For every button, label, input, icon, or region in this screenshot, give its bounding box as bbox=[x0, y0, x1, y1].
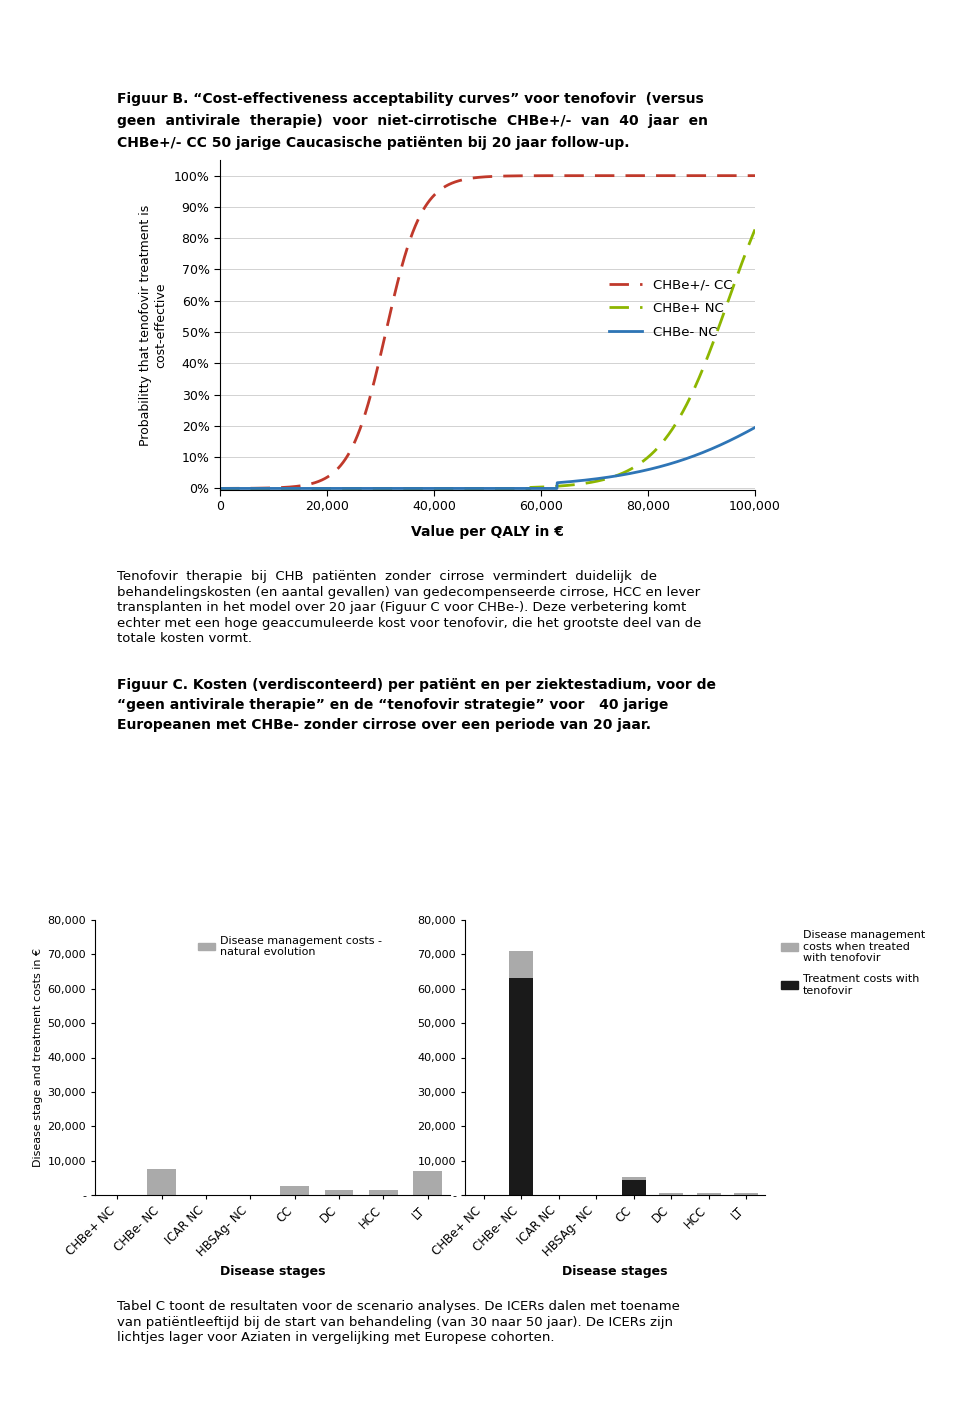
CHBe+ NC bbox=[749, 220, 760, 237]
Text: lichtjes lager voor Aziaten in vergelijking met Europese cohorten.: lichtjes lager voor Aziaten in vergelijk… bbox=[117, 1331, 555, 1344]
Text: behandelingskosten (en aantal gevallen) van gedecompenseerde cirrose, HCC en lev: behandelingskosten (en aantal gevallen) … bbox=[117, 585, 700, 599]
CHBe+/- CC bbox=[214, 480, 226, 497]
Bar bbox=[697, 1194, 721, 1195]
CHBe- NC bbox=[242, 480, 253, 497]
CHBe+ NC bbox=[242, 480, 253, 497]
CHBe+/- CC bbox=[474, 168, 486, 185]
Bar bbox=[621, 1180, 646, 1195]
CHBe+ NC bbox=[460, 480, 471, 497]
Line: CHBe+/- CC: CHBe+/- CC bbox=[220, 175, 755, 489]
Text: transplanten in het model over 20 jaar (Figuur C voor CHBe-). Deze verbetering k: transplanten in het model over 20 jaar (… bbox=[117, 601, 686, 615]
Bar bbox=[324, 1190, 353, 1195]
Text: vi: vi bbox=[12, 17, 26, 32]
Text: Antivirale therapie chronische hepatitis B – Deel 2: Antivirale therapie chronische hepatitis… bbox=[272, 17, 688, 32]
CHBe+/- CC bbox=[242, 480, 253, 497]
Line: CHBe+ NC: CHBe+ NC bbox=[220, 229, 755, 489]
Bar bbox=[509, 951, 534, 978]
Text: CHBe+/- CC 50 jarige Caucasische patiënten bij 20 jaar follow-up.: CHBe+/- CC 50 jarige Caucasische patiënt… bbox=[117, 136, 630, 150]
Text: “geen antivirale therapie” en de “tenofovir strategie” voor   40 jarige: “geen antivirale therapie” en de “tenofo… bbox=[117, 698, 668, 712]
X-axis label: Value per QALY in €: Value per QALY in € bbox=[411, 524, 564, 538]
CHBe- NC bbox=[474, 480, 486, 497]
Text: Tabel C toont de resultaten voor de scenario analyses. De ICERs dalen met toenam: Tabel C toont de resultaten voor de scen… bbox=[117, 1300, 680, 1313]
Bar bbox=[280, 1187, 309, 1195]
Bar bbox=[414, 1171, 443, 1195]
Y-axis label: Probabilitty that tenofovir treatment is
cost-effective: Probabilitty that tenofovir treatment is… bbox=[139, 205, 167, 445]
Y-axis label: Disease stage and treatment costs in €: Disease stage and treatment costs in € bbox=[34, 948, 43, 1167]
Text: Europeanen met CHBe- zonder cirrose over een periode van 20 jaar.: Europeanen met CHBe- zonder cirrose over… bbox=[117, 718, 651, 732]
Bar bbox=[660, 1194, 684, 1195]
Text: van patiëntleeftijd bij de start van behandeling (van 30 naar 50 jaar). De ICERs: van patiëntleeftijd bij de start van beh… bbox=[117, 1316, 673, 1328]
Legend: CHBe+/- CC, CHBe+ NC, CHBe- NC: CHBe+/- CC, CHBe+ NC, CHBe- NC bbox=[604, 273, 737, 343]
Legend: Disease management costs -
natural evolution: Disease management costs - natural evolu… bbox=[194, 931, 387, 961]
X-axis label: Disease stages: Disease stages bbox=[220, 1265, 325, 1277]
Text: totale kosten vormt.: totale kosten vormt. bbox=[117, 632, 252, 646]
Bar bbox=[369, 1190, 397, 1195]
X-axis label: Disease stages: Disease stages bbox=[563, 1265, 668, 1277]
Legend: Disease management
costs when treated
with tenofovir, Treatment costs with
tenof: Disease management costs when treated wi… bbox=[777, 926, 930, 1000]
CHBe- NC bbox=[733, 427, 745, 444]
Text: Figuur B. “Cost-effectiveness acceptability curves” voor tenofovir  (versus: Figuur B. “Cost-effectiveness acceptabil… bbox=[117, 92, 704, 106]
CHBe+/- CC bbox=[749, 167, 760, 184]
Text: KCE reports 157A: KCE reports 157A bbox=[804, 17, 948, 32]
CHBe+/- CC bbox=[733, 167, 745, 184]
CHBe+ NC bbox=[214, 480, 226, 497]
CHBe+ NC bbox=[636, 454, 647, 471]
CHBe- NC bbox=[460, 480, 471, 497]
CHBe- NC bbox=[749, 420, 760, 437]
Bar bbox=[147, 1169, 176, 1195]
CHBe+/- CC bbox=[460, 171, 471, 188]
Text: Tenofovir  therapie  bij  CHB  patiënten  zonder  cirrose  vermindert  duidelijk: Tenofovir therapie bij CHB patiënten zon… bbox=[117, 571, 657, 584]
Bar bbox=[734, 1194, 758, 1195]
Text: echter met een hoge geaccumuleerde kost voor tenofovir, die het grootste deel va: echter met een hoge geaccumuleerde kost … bbox=[117, 616, 702, 630]
Text: Figuur C. Kosten (verdisconteerd) per patiënt en per ziektestadium, voor de: Figuur C. Kosten (verdisconteerd) per pa… bbox=[117, 678, 716, 691]
Bar bbox=[621, 1177, 646, 1180]
CHBe+ NC bbox=[474, 480, 486, 497]
CHBe- NC bbox=[214, 480, 226, 497]
Bar bbox=[509, 978, 534, 1195]
Line: CHBe- NC: CHBe- NC bbox=[220, 428, 755, 489]
Text: geen  antivirale  therapie)  voor  niet-cirrotische  CHBe+/-  van  40  jaar  en: geen antivirale therapie) voor niet-cirr… bbox=[117, 114, 708, 129]
CHBe+ NC bbox=[733, 261, 745, 278]
CHBe- NC bbox=[733, 427, 745, 444]
CHBe- NC bbox=[636, 462, 647, 479]
CHBe+/- CC bbox=[733, 167, 745, 184]
CHBe+ NC bbox=[733, 261, 745, 278]
CHBe+/- CC bbox=[636, 167, 647, 184]
